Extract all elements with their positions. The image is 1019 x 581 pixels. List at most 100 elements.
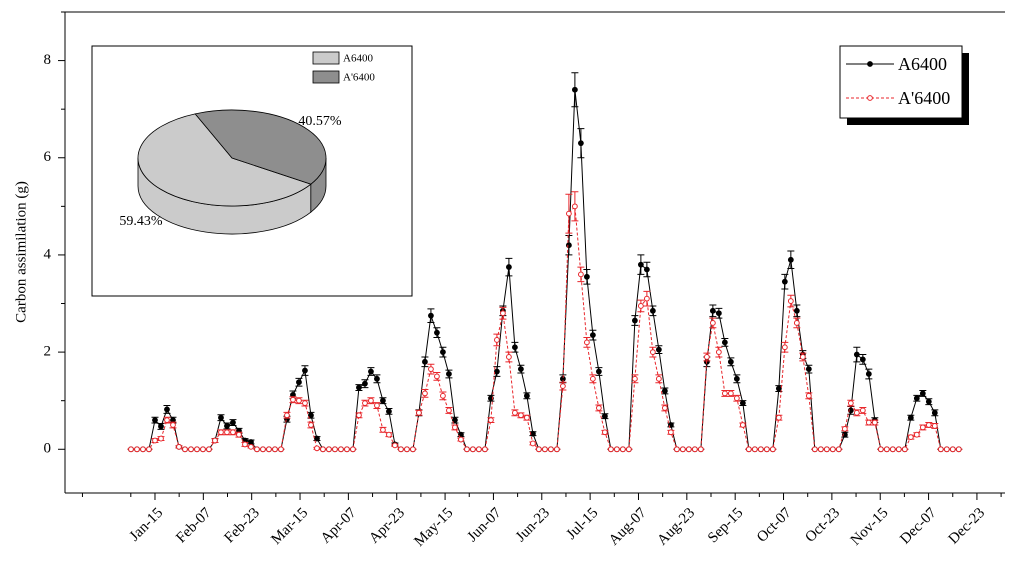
- marker: [643, 266, 650, 273]
- marker: [547, 446, 554, 453]
- marker: [434, 329, 440, 336]
- marker: [308, 422, 314, 428]
- marker: [500, 310, 506, 317]
- marker: [332, 446, 338, 453]
- marker: [913, 431, 920, 438]
- marker: [841, 425, 848, 432]
- marker: [913, 395, 920, 402]
- marker: [188, 446, 194, 453]
- marker: [649, 307, 656, 314]
- marker: [823, 446, 830, 453]
- marker: [949, 446, 956, 453]
- marker: [242, 441, 248, 448]
- marker: [518, 366, 524, 373]
- pie-legend-swatch: [312, 70, 340, 84]
- marker: [434, 373, 440, 380]
- marker: [428, 312, 434, 319]
- marker: [182, 446, 188, 453]
- marker: [787, 298, 794, 304]
- marker: [739, 422, 746, 428]
- marker: [464, 446, 470, 453]
- marker: [751, 446, 758, 453]
- marker: [631, 317, 638, 324]
- marker: [745, 446, 752, 453]
- marker: [146, 446, 152, 453]
- marker: [871, 419, 878, 426]
- marker: [176, 443, 182, 450]
- marker: [140, 446, 146, 453]
- marker: [631, 375, 638, 382]
- marker: [799, 354, 806, 360]
- marker: [781, 278, 788, 285]
- marker: [733, 375, 740, 382]
- marker: [601, 413, 608, 420]
- marker: [601, 429, 608, 436]
- marker: [446, 407, 452, 414]
- marker: [482, 446, 488, 453]
- marker: [541, 446, 548, 453]
- marker: [775, 414, 782, 421]
- marker: [422, 358, 428, 365]
- marker: [865, 419, 872, 426]
- marker: [805, 366, 812, 373]
- y-tick-label: 0: [44, 441, 52, 457]
- marker: [236, 431, 242, 438]
- marker: [230, 419, 236, 426]
- marker: [661, 388, 668, 394]
- marker: [458, 436, 464, 443]
- marker: [577, 271, 584, 278]
- legend-marker: [867, 95, 873, 101]
- marker: [212, 437, 218, 444]
- marker: [571, 86, 578, 93]
- marker: [595, 368, 602, 375]
- marker: [314, 445, 320, 452]
- marker: [943, 446, 950, 453]
- marker: [248, 439, 254, 445]
- marker: [422, 390, 428, 397]
- marker: [907, 414, 914, 421]
- marker: [224, 423, 230, 429]
- marker: [553, 446, 560, 453]
- marker: [452, 417, 458, 424]
- marker: [577, 140, 584, 147]
- marker: [518, 412, 524, 419]
- marker: [350, 446, 356, 453]
- marker: [284, 412, 290, 419]
- marker: [625, 446, 632, 453]
- marker: [889, 446, 896, 453]
- marker: [362, 380, 368, 387]
- marker: [470, 446, 476, 453]
- marker: [721, 390, 728, 397]
- marker: [703, 354, 710, 360]
- marker: [404, 446, 410, 453]
- marker: [661, 405, 668, 411]
- marker: [302, 367, 308, 374]
- marker: [709, 320, 716, 326]
- marker: [206, 446, 212, 453]
- marker: [152, 417, 158, 424]
- series: [127, 191, 963, 453]
- marker: [919, 424, 926, 431]
- marker: [338, 446, 344, 453]
- marker: [386, 431, 392, 438]
- marker: [368, 397, 374, 404]
- marker: [931, 423, 938, 429]
- marker: [565, 210, 572, 217]
- marker: [895, 446, 902, 453]
- marker: [787, 256, 794, 263]
- marker: [416, 409, 422, 416]
- marker: [398, 446, 404, 453]
- marker: [392, 442, 398, 449]
- marker: [374, 402, 380, 409]
- marker: [619, 446, 626, 453]
- marker: [829, 446, 836, 453]
- marker: [362, 400, 368, 407]
- marker: [134, 446, 140, 453]
- marker: [320, 446, 326, 453]
- y-tick-label: 8: [44, 52, 52, 68]
- marker: [272, 446, 278, 453]
- marker: [919, 390, 926, 397]
- marker: [727, 390, 734, 397]
- marker: [877, 446, 884, 453]
- marker: [637, 261, 644, 268]
